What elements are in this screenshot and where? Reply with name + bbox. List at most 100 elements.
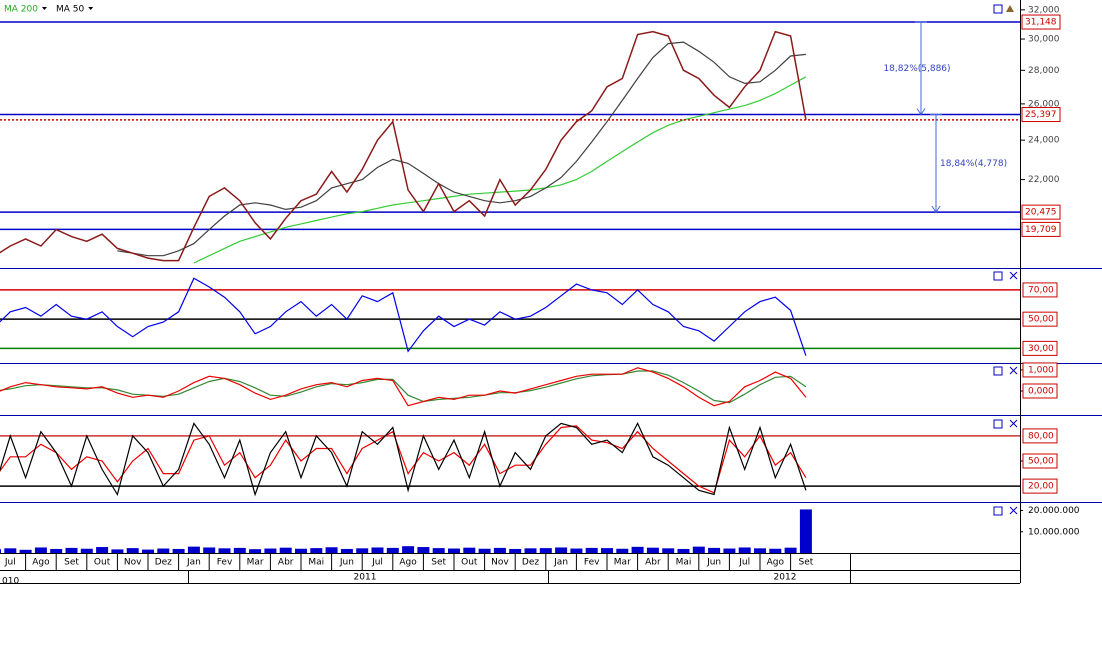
measure-label: 18,82%(5,886) <box>883 64 950 74</box>
y-tick-label: 70,00 <box>1028 285 1054 295</box>
volume-bar <box>0 549 1 553</box>
panel-frame <box>0 0 1102 584</box>
volume-bar <box>708 547 721 553</box>
x-tick-label: Set <box>64 558 79 568</box>
x-tick-label: Ago <box>399 558 417 568</box>
x-tick-label: Abr <box>645 558 661 568</box>
volume-bar <box>784 547 797 553</box>
x-tick-label: Jun <box>339 558 354 568</box>
y-tick-box <box>1022 340 1058 356</box>
volume-bar <box>585 547 598 553</box>
legend-dropdown[interactable] <box>88 7 94 10</box>
volume-bar <box>295 548 307 553</box>
x-tick-label: Jan <box>186 558 201 568</box>
panel-icons[interactable] <box>993 4 1018 516</box>
volume-bar <box>601 548 613 553</box>
volume-bar <box>402 546 415 553</box>
volume-bar <box>738 547 751 553</box>
volume-bar <box>356 548 369 553</box>
x-tick-label: Mar <box>614 558 631 568</box>
y-tick-label: 20,00 <box>1028 482 1054 492</box>
series-line <box>0 425 807 494</box>
volume-bar <box>478 548 491 553</box>
volume-bar <box>677 548 690 553</box>
year-label: 2011 <box>354 573 377 583</box>
volume-bar <box>157 548 170 553</box>
y-tick-box <box>1022 428 1058 444</box>
volume-bar <box>616 548 629 553</box>
y-tick-box <box>1022 282 1058 298</box>
volume-bar <box>34 547 47 553</box>
volume-bar <box>50 548 63 553</box>
level-label: 25,397 <box>1025 110 1057 120</box>
legend-entry: MA 200 <box>4 5 38 15</box>
x-tick-label: Ago <box>32 558 50 568</box>
x-tick-label: Out <box>461 558 478 568</box>
volume-bar <box>539 548 552 553</box>
measure-label: 18,84%(4,778) <box>940 159 1007 169</box>
x-tick-label: Out <box>94 558 111 568</box>
x-tick-label: Jul <box>371 558 383 568</box>
x-tick-label: Ago <box>767 558 785 568</box>
volume-bar <box>463 547 476 553</box>
volume-bar <box>570 548 583 553</box>
x-tick-label: Jun <box>706 558 721 568</box>
level-box <box>1021 221 1061 237</box>
volume-bar <box>4 548 17 553</box>
x-tick-label: Jul <box>4 558 16 568</box>
level-box <box>1021 107 1061 123</box>
x-tick-label: Set <box>799 558 814 568</box>
y-tick-box <box>1022 383 1058 399</box>
y-tick-label: 32,000 <box>1028 5 1060 15</box>
series-line <box>0 30 807 262</box>
y-tick-box <box>1022 311 1058 327</box>
volume-bar <box>65 547 78 553</box>
series-line <box>0 367 807 407</box>
x-tick-label: Dez <box>155 558 172 568</box>
volume-bar <box>662 548 675 553</box>
x-tick-label: Fev <box>217 558 233 568</box>
y-tick-label: 24,000 <box>1028 136 1060 146</box>
volume-bar <box>555 547 568 553</box>
y-tick-label: 1,000 <box>1028 365 1054 375</box>
volume-bar <box>692 546 705 553</box>
volume-bar <box>264 548 277 553</box>
volume-bar <box>799 509 812 553</box>
level-label: 31,148 <box>1025 18 1057 28</box>
x-tick-label: Abr <box>278 558 294 568</box>
x-tick-label: Dez <box>522 558 539 568</box>
volume-bar <box>80 548 93 553</box>
y-tick-label: 10.000.000 <box>1028 527 1080 537</box>
x-tick-label: Nov <box>491 558 509 568</box>
x-tick-label: Set <box>431 558 446 568</box>
series-line <box>193 76 807 264</box>
volume-bar <box>310 548 323 553</box>
y-tick-label: 28,000 <box>1028 66 1060 76</box>
volume-bar <box>142 549 154 553</box>
x-tick-label: Mai <box>308 558 324 568</box>
x-tick-label: Fev <box>584 558 600 568</box>
y-tick-label: 30,00 <box>1028 344 1054 354</box>
volume-bar <box>233 547 246 553</box>
legend-dropdown[interactable] <box>41 7 47 10</box>
volume-bar <box>524 548 537 553</box>
volume-bar <box>172 548 185 553</box>
x-tick-label: Jul <box>738 558 750 568</box>
y-tick-label: 50,00 <box>1028 457 1054 467</box>
series-line <box>0 277 807 356</box>
x-tick-label: Jan <box>553 558 568 568</box>
level-label: 20,475 <box>1025 208 1057 218</box>
y-tick-label: 50,00 <box>1028 315 1054 325</box>
series-line <box>0 422 807 497</box>
level-label: 19,709 <box>1025 225 1057 235</box>
volume-bar <box>19 549 32 553</box>
level-box <box>1021 14 1061 30</box>
series-line <box>117 41 806 257</box>
volume-bar <box>493 547 506 553</box>
volume-bar <box>249 549 262 553</box>
alert-icon[interactable] <box>1006 5 1014 12</box>
y-tick-label: 22,000 <box>1028 175 1060 185</box>
legend-entry: MA 50 <box>56 5 85 15</box>
